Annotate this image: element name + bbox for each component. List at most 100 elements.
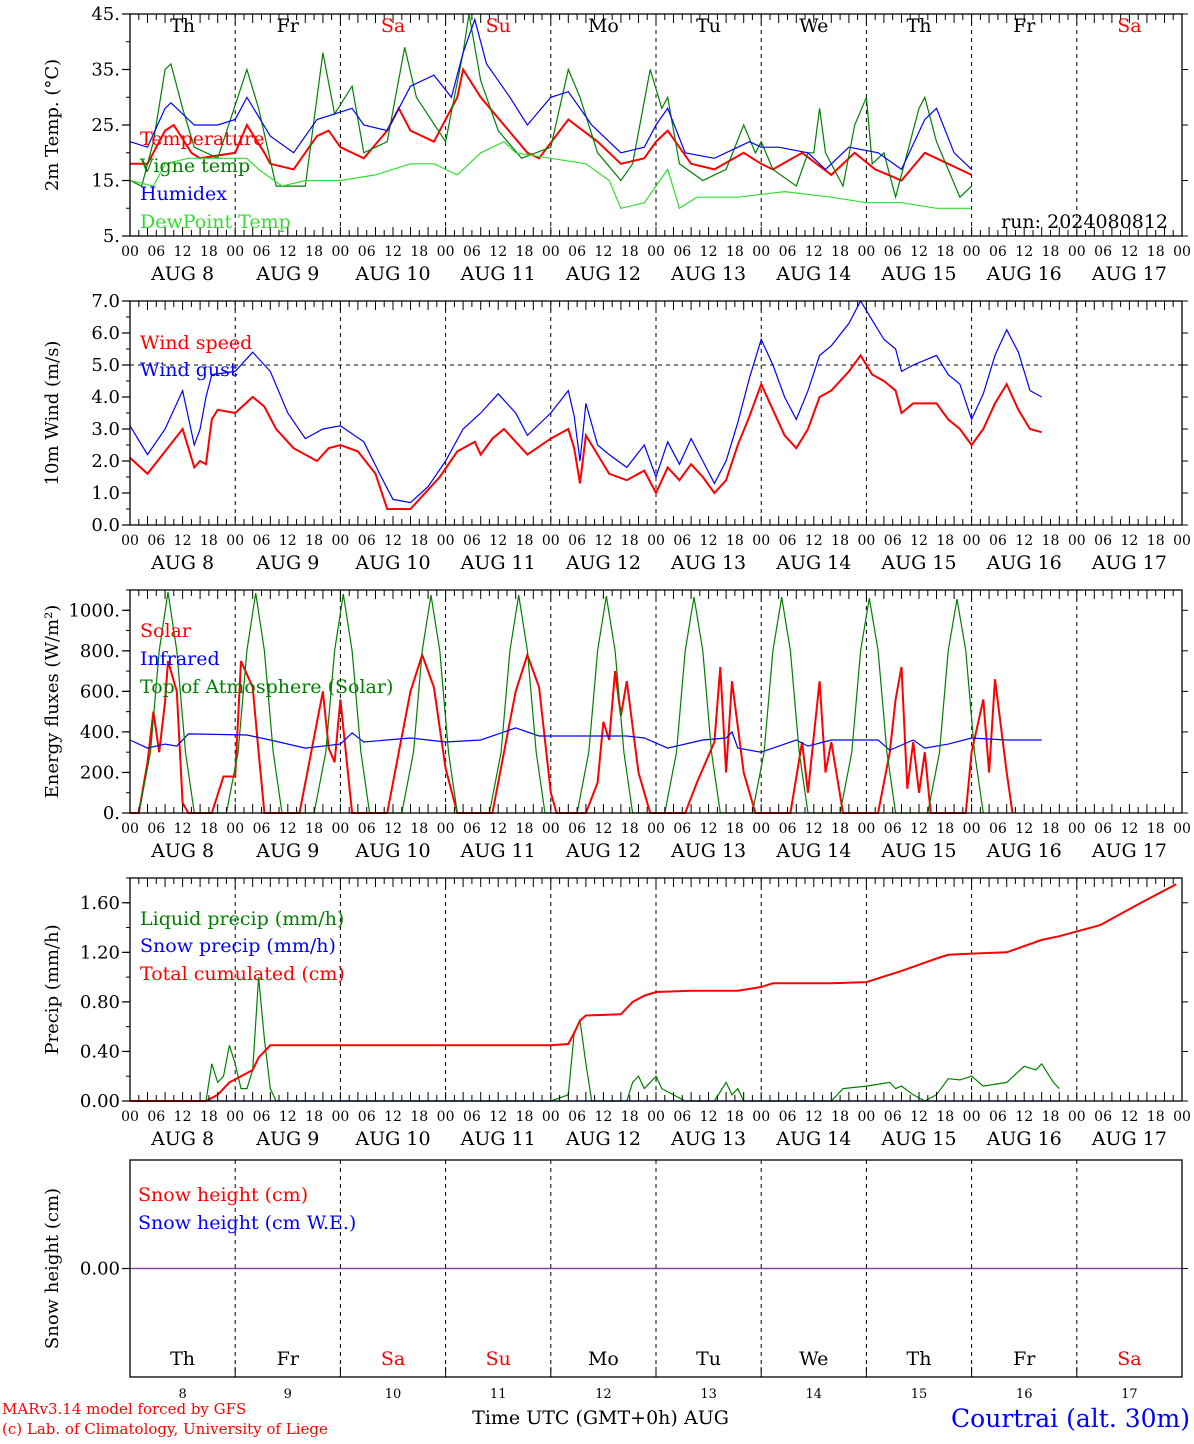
y-tick-label: 1000.	[68, 600, 120, 621]
day-number: 12	[595, 1387, 612, 1402]
y-axis-label: Energy fluxes (W/m²)	[42, 605, 63, 799]
y-tick-label: 7.0	[91, 291, 120, 312]
hour-label: 12	[489, 244, 507, 260]
hour-label: 00	[437, 1109, 455, 1125]
x-ticks	[129, 14, 1183, 236]
date-label: AUG 13	[670, 263, 746, 285]
day-number: 9	[284, 1387, 292, 1402]
hour-label: 06	[779, 533, 797, 549]
day-number: 15	[911, 1387, 928, 1402]
legend-entry: Snow precip (mm/h)	[140, 935, 336, 957]
hour-label: 12	[174, 533, 192, 549]
hour-label: 00	[1173, 533, 1191, 549]
hour-label: 06	[463, 533, 481, 549]
hour-label: 18	[516, 244, 534, 260]
hour-label: 12	[700, 244, 718, 260]
date-label: AUG 9	[255, 552, 319, 574]
y-tick-label: 800.	[80, 641, 120, 662]
day-name: Th	[907, 15, 932, 37]
x-axis-month: AUG	[683, 1407, 729, 1429]
x-ticks	[129, 301, 1183, 525]
day-name: Sa	[381, 1348, 405, 1370]
hour-label: 00	[542, 821, 560, 837]
hour-label: 00	[1068, 1109, 1086, 1125]
day-number: 17	[1121, 1387, 1138, 1402]
date-label: AUG 16	[986, 840, 1062, 862]
hour-label: 12	[1120, 244, 1138, 260]
hour-label: 06	[673, 821, 691, 837]
hour-label: 00	[963, 821, 981, 837]
hour-label: 12	[384, 1109, 402, 1125]
series-line	[129, 727, 1042, 753]
hour-label: 00	[121, 821, 139, 837]
hour-label: 00	[1068, 533, 1086, 549]
y-tick-label: 25.	[91, 115, 120, 136]
date-label: AUG 11	[460, 552, 536, 574]
date-label: AUG 15	[880, 840, 956, 862]
hour-label: 12	[805, 821, 823, 837]
hour-label: 12	[910, 533, 928, 549]
hour-label: 18	[1042, 533, 1060, 549]
x-axis-label: Time UTC (GMT+0h)	[472, 1407, 678, 1429]
hour-label: 00	[752, 533, 770, 549]
hour-label: 18	[1147, 821, 1165, 837]
hour-label: 18	[621, 1109, 639, 1125]
legend-entry: Liquid precip (mm/h)	[140, 908, 344, 930]
day-name: We	[799, 15, 828, 37]
date-label: AUG 10	[354, 263, 430, 285]
hour-label: 00	[226, 244, 244, 260]
hour-label: 12	[279, 1109, 297, 1125]
hour-label: 12	[489, 821, 507, 837]
hour-label: 12	[489, 1109, 507, 1125]
y-tick-label: 0.00	[80, 1091, 120, 1112]
hour-label: 18	[936, 244, 954, 260]
legend-entry: Vigne temp	[139, 155, 250, 177]
hour-label: 12	[700, 533, 718, 549]
hour-label: 06	[358, 244, 376, 260]
hour-label: 06	[1094, 533, 1112, 549]
y-tick-label: 200.	[80, 762, 120, 783]
day-name: Sa	[1117, 15, 1141, 37]
hour-label: 12	[279, 244, 297, 260]
date-label: AUG 13	[670, 1128, 746, 1150]
series-line	[130, 977, 1060, 1102]
series-line	[129, 299, 1042, 504]
hour-label: 06	[253, 1109, 271, 1125]
y-tick-label: 5.0	[91, 355, 120, 376]
hour-label: 12	[1015, 1109, 1033, 1125]
hour-label: 00	[437, 821, 455, 837]
y-tick-label: 1.60	[80, 893, 120, 914]
date-label: AUG 10	[354, 840, 430, 862]
hour-label: 12	[594, 821, 612, 837]
y-tick-label: 4.0	[91, 387, 120, 408]
hour-label: 00	[226, 1109, 244, 1125]
hour-label: 18	[621, 244, 639, 260]
date-label: AUG 12	[565, 263, 641, 285]
hour-label: 12	[384, 244, 402, 260]
hour-label: 00	[542, 533, 560, 549]
hour-label: 00	[331, 533, 349, 549]
credit-lab: (c) Lab. of Climatology, University of L…	[2, 1420, 328, 1438]
hour-label: 00	[437, 244, 455, 260]
station-name: Courtrai (alt. 30m)	[951, 1404, 1190, 1433]
hour-label: 06	[884, 533, 902, 549]
hour-label: 06	[779, 1109, 797, 1125]
hour-label: 18	[1042, 821, 1060, 837]
hour-label: 12	[1015, 244, 1033, 260]
hour-label: 12	[1120, 821, 1138, 837]
hour-label: 06	[989, 1109, 1007, 1125]
hour-label: 00	[542, 1109, 560, 1125]
series-line	[138, 591, 984, 814]
date-label: AUG 17	[1091, 840, 1167, 862]
y-tick-label: 3.0	[91, 419, 120, 440]
series-line	[129, 140, 972, 210]
hour-label: 00	[857, 821, 875, 837]
day-name: Fr	[1013, 1348, 1036, 1370]
date-label: AUG 11	[460, 1128, 536, 1150]
hour-label: 00	[226, 533, 244, 549]
series-line	[129, 353, 1042, 510]
hour-label: 06	[884, 1109, 902, 1125]
hour-label: 00	[331, 244, 349, 260]
hour-label: 06	[989, 244, 1007, 260]
x-ticks	[129, 1367, 1183, 1377]
